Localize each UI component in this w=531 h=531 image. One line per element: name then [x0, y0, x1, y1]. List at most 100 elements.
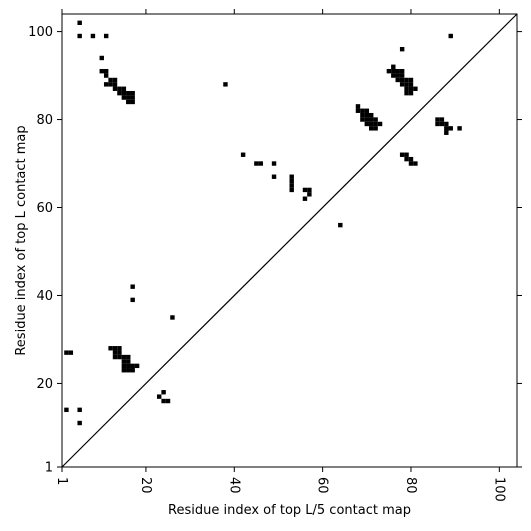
contact-point	[108, 82, 113, 87]
contact-point	[289, 187, 294, 193]
contact-point	[112, 82, 118, 87]
contact-point	[103, 73, 109, 78]
x-tick-label: 40	[226, 477, 241, 494]
contact-point	[161, 398, 166, 404]
contact-point	[90, 33, 96, 39]
contact-point	[126, 359, 131, 364]
contact-point	[395, 77, 400, 83]
contact-point	[130, 95, 135, 100]
contact-point	[408, 161, 414, 166]
contact-point	[364, 112, 370, 118]
contact-point	[408, 77, 414, 83]
contact-point	[369, 117, 374, 122]
contact-point	[404, 152, 409, 157]
contact-point	[271, 174, 277, 179]
x-tick-label: 100	[491, 477, 506, 502]
contact-point	[369, 126, 374, 131]
contact-point	[130, 90, 135, 96]
contact-point	[413, 161, 418, 166]
contact-point	[112, 86, 118, 91]
contact-point	[404, 156, 409, 162]
x-tick-label: 1	[54, 477, 69, 485]
contact-point	[64, 350, 69, 355]
contact-point	[271, 161, 277, 166]
contact-point	[126, 95, 131, 100]
contact-point	[112, 354, 118, 360]
contact-point	[307, 192, 312, 197]
contact-point	[121, 359, 127, 364]
contact-point	[130, 368, 135, 373]
contact-point	[408, 86, 414, 91]
contact-point	[289, 183, 294, 188]
contact-point	[165, 398, 171, 404]
contact-point	[103, 82, 109, 87]
contact-point	[404, 77, 409, 83]
contact-point	[399, 68, 405, 74]
y-tick-label: 20	[36, 377, 53, 392]
contact-point	[399, 82, 405, 87]
contact-point	[121, 354, 127, 360]
contact-point	[134, 363, 140, 369]
contact-point	[77, 33, 82, 39]
contact-point	[117, 90, 122, 96]
contact-point	[126, 99, 131, 105]
contact-point	[373, 117, 378, 122]
x-axis-ticks: 1 20 40 60 80 100	[54, 9, 506, 502]
contact-point	[130, 284, 135, 289]
contact-point	[99, 55, 104, 61]
contact-point	[369, 121, 374, 127]
contact-point	[364, 108, 370, 113]
contact-point	[364, 121, 370, 127]
contact-point	[108, 77, 113, 83]
contact-point	[77, 20, 82, 25]
contact-point	[391, 68, 396, 74]
contact-point	[391, 73, 396, 78]
contact-point	[130, 297, 135, 303]
contact-point	[360, 117, 365, 122]
contact-point	[386, 68, 392, 74]
contact-point	[77, 420, 82, 426]
contact-point	[64, 407, 69, 413]
contact-point	[377, 121, 383, 127]
contact-point	[254, 161, 259, 166]
contact-point	[373, 126, 378, 131]
x-tick-label: 20	[138, 477, 153, 494]
contact-point	[338, 222, 343, 228]
contact-point	[373, 121, 378, 127]
y-axis-ticks: 1 20 40 60 80 100	[28, 25, 522, 476]
contact-point	[408, 156, 414, 162]
contact-point	[121, 90, 127, 96]
contact-point	[408, 82, 414, 87]
contact-point	[360, 108, 365, 113]
contact-point	[457, 126, 462, 131]
diagonal-line	[61, 13, 518, 468]
contact-point	[399, 73, 405, 78]
y-axis-label: Residue index of top L contact map	[14, 125, 29, 355]
contact-point	[444, 121, 449, 127]
y-tick-label: 40	[36, 289, 53, 304]
contact-point	[126, 354, 131, 360]
y-tick-label: 1	[45, 461, 53, 476]
contact-point	[68, 350, 74, 355]
contact-point	[117, 350, 122, 355]
points-layer	[64, 20, 462, 426]
plot-area	[61, 13, 518, 468]
contact-point	[126, 363, 131, 369]
contact-point	[117, 346, 122, 351]
contact-point	[223, 82, 228, 87]
contact-point	[408, 90, 414, 96]
contact-point	[121, 368, 127, 373]
contact-point	[439, 117, 445, 122]
x-axis-label: Residue index of top L/5 contact map	[168, 503, 411, 518]
contact-point	[121, 95, 127, 100]
x-tick-label: 60	[315, 477, 330, 494]
contact-point	[240, 152, 246, 157]
contact-point	[413, 86, 418, 91]
contact-point	[360, 112, 365, 118]
contact-point	[399, 152, 405, 157]
y-tick-label: 80	[36, 113, 53, 128]
contact-point	[289, 174, 294, 179]
contact-point	[399, 46, 405, 52]
contact-point	[302, 187, 308, 193]
